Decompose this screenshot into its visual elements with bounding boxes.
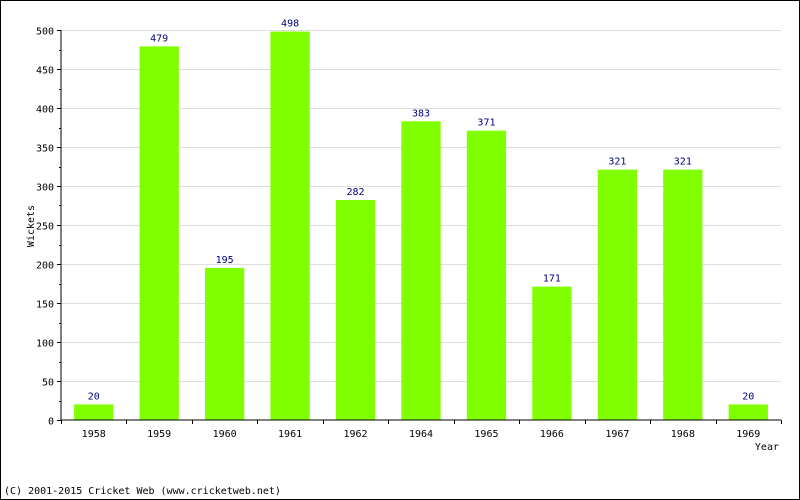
y-tick-label: 150 [36, 300, 54, 311]
x-tick-label: 1968 [671, 429, 695, 440]
data-label: 195 [216, 255, 234, 266]
x-tick-labels: 1958 1959 1960 1961 1962 1964 1965 1966 1967 1968… [61, 420, 782, 440]
bar [74, 404, 114, 420]
y-tick-label: 250 [36, 222, 54, 233]
bar [532, 286, 572, 420]
x-tick-label: 1964 [409, 429, 433, 440]
bar [270, 31, 310, 421]
x-tick-label: 1958 [82, 429, 106, 440]
data-label: 479 [150, 33, 168, 44]
bar [205, 267, 245, 420]
y-tick-label: 400 [36, 105, 54, 116]
y-tick-label: 300 [36, 183, 54, 194]
x-tick-label: 1967 [605, 429, 629, 440]
x-tick-label: 1966 [540, 429, 564, 440]
y-tick-label: 100 [36, 339, 54, 350]
x-tick-label: 1959 [147, 429, 171, 440]
y-tick-label: 200 [36, 261, 54, 272]
y-tick-label: 450 [36, 66, 54, 77]
bar [728, 404, 768, 420]
data-label: 371 [477, 118, 495, 129]
data-label: 282 [347, 187, 365, 198]
x-tick-label: 1960 [213, 429, 237, 440]
data-label: 321 [608, 157, 626, 168]
data-label: 498 [281, 19, 299, 30]
y-axis-title: Wickets [26, 205, 37, 247]
gridlines [61, 30, 781, 382]
bar [663, 169, 703, 420]
bars [74, 31, 768, 421]
x-tick-label: 1969 [736, 429, 760, 440]
y-tick-label: 500 [36, 27, 54, 38]
x-tick-label: 1962 [343, 429, 367, 440]
x-tick-label: 1961 [278, 429, 302, 440]
data-label: 171 [543, 274, 561, 285]
bar [597, 169, 637, 420]
x-axis-title: Year [755, 442, 779, 453]
data-label: 321 [674, 157, 692, 168]
data-label: 383 [412, 108, 430, 119]
copyright-footer: (C) 2001-2015 Cricket Web (www.cricketwe… [4, 486, 281, 497]
y-tick-label: 350 [36, 144, 54, 155]
bar [139, 46, 179, 420]
data-labels: 20 479 195 498 282 383 371 171 321 321 20 [88, 19, 755, 403]
bar [401, 121, 441, 420]
y-tick-labels: 0 50 100 150 200 250 300 350 400 450 500 [36, 27, 61, 428]
data-label: 20 [742, 391, 754, 402]
bar [335, 200, 376, 420]
y-tick-label: 50 [42, 378, 54, 389]
bar [466, 130, 507, 420]
x-tick-label: 1965 [474, 429, 498, 440]
y-tick-label: 0 [48, 417, 54, 428]
data-label: 20 [88, 391, 100, 402]
